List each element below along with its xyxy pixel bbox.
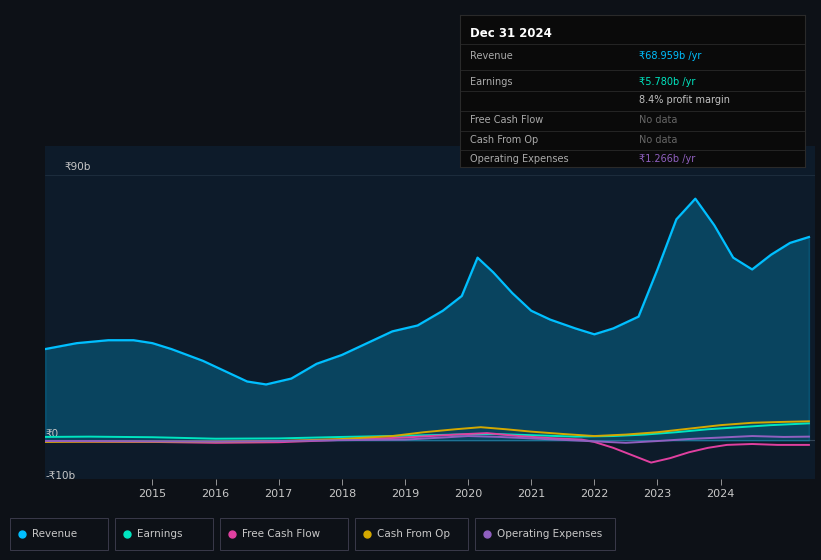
Text: -₹10b: -₹10b xyxy=(45,472,76,482)
Text: Revenue: Revenue xyxy=(470,51,513,61)
Bar xyxy=(220,518,348,550)
Text: Cash From Op: Cash From Op xyxy=(377,529,450,539)
Text: Free Cash Flow: Free Cash Flow xyxy=(242,529,320,539)
Text: Operating Expenses: Operating Expenses xyxy=(497,529,603,539)
Text: Operating Expenses: Operating Expenses xyxy=(470,155,569,165)
Text: Dec 31 2024: Dec 31 2024 xyxy=(470,27,553,40)
Bar xyxy=(115,518,213,550)
Text: 8.4% profit margin: 8.4% profit margin xyxy=(640,95,731,105)
Bar xyxy=(355,518,468,550)
Text: ₹68.959b /yr: ₹68.959b /yr xyxy=(640,51,702,61)
Text: Revenue: Revenue xyxy=(32,529,77,539)
Bar xyxy=(475,518,615,550)
Text: Earnings: Earnings xyxy=(470,77,513,87)
Text: ₹0: ₹0 xyxy=(45,429,58,439)
Text: Earnings: Earnings xyxy=(137,529,182,539)
Text: ₹5.780b /yr: ₹5.780b /yr xyxy=(640,77,695,87)
Text: ₹90b: ₹90b xyxy=(64,162,90,172)
Text: No data: No data xyxy=(640,115,678,125)
Text: Free Cash Flow: Free Cash Flow xyxy=(470,115,544,125)
Text: ₹1.266b /yr: ₹1.266b /yr xyxy=(640,155,695,165)
Bar xyxy=(10,518,108,550)
Text: No data: No data xyxy=(640,134,678,144)
Text: Cash From Op: Cash From Op xyxy=(470,134,539,144)
